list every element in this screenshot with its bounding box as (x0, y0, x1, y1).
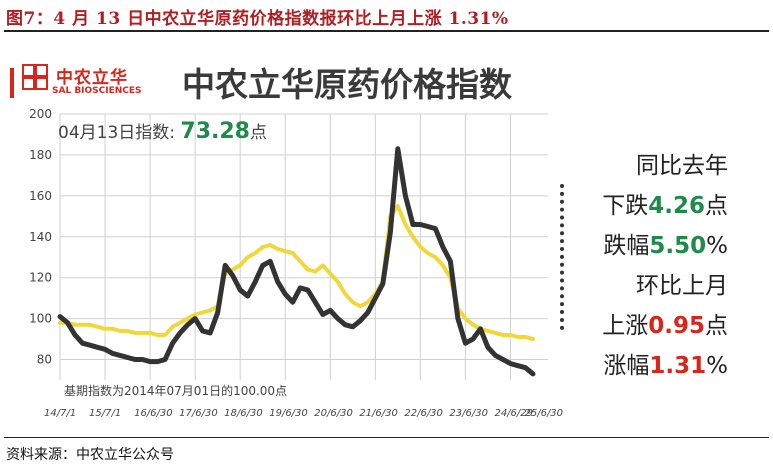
series-line-yellow (58, 204, 535, 342)
mom-pct-value: 1.31 (649, 353, 707, 379)
y-tick-label: 180 (29, 148, 52, 162)
current-index-unit: 点 (250, 123, 267, 143)
yoy-change-unit: 点 (705, 193, 728, 219)
logo-accent-bar (10, 68, 14, 98)
stats-divider (560, 184, 568, 330)
top-rule (4, 30, 769, 32)
yoy-change-prefix: 下跌 (602, 193, 649, 219)
yoy-pct-value: 5.50 (649, 233, 707, 259)
y-tick-label: 200 (29, 107, 52, 121)
x-tick-label: 20/6/30 (314, 408, 353, 419)
x-tick-label: 18/6/30 (224, 408, 263, 419)
y-tick-label: 120 (29, 271, 52, 285)
mom-change: 上涨0.95点 (568, 306, 728, 340)
x-tick-label: 23/6/30 (449, 408, 488, 419)
mom-pct-unit: % (706, 353, 728, 379)
current-index-label: 04月13日指数: (58, 123, 175, 143)
x-tick-label: 17/6/30 (179, 408, 218, 419)
y-tick-label: 80 (37, 353, 52, 367)
x-tick-label: 19/6/30 (269, 408, 308, 419)
base-index-note: 基期指数为2014年07月01日的100.00点 (64, 384, 288, 398)
x-tick-label: 25/6/30 (524, 408, 563, 419)
series-line-dark (57, 146, 536, 377)
y-tick-label: 140 (29, 230, 52, 244)
figure-title: 图7：4 月 13 日中农立华原药价格指数报环比上月上涨 1.31% (6, 9, 509, 29)
x-tick-label: 14/7/1 (44, 408, 76, 419)
y-tick-label: 100 (29, 312, 52, 326)
yoy-change-value: 4.26 (648, 193, 705, 219)
yoy-pct: 跌幅5.50% (568, 226, 728, 260)
mom-heading: 环比上月 (636, 273, 728, 299)
logo-cross-icon (22, 64, 48, 90)
yoy-pct-prefix: 跌幅 (603, 233, 650, 259)
mom-pct: 涨幅1.31% (568, 346, 728, 380)
logo-english-name: SAL BIOSCIENCES (52, 86, 142, 96)
mom-change-prefix: 上涨 (602, 313, 649, 339)
source-note: 资料来源：中农立华公众号 (6, 447, 174, 463)
mom-pct-prefix: 涨幅 (603, 353, 650, 379)
series-layer (57, 146, 536, 377)
x-tick-label: 16/6/30 (134, 408, 173, 419)
yoy-pct-unit: % (706, 233, 728, 259)
chart-title: 中农立华原药价格指数 (182, 65, 512, 104)
mom-change-value: 0.95 (648, 313, 705, 339)
x-tick-label: 22/6/30 (404, 408, 443, 419)
yoy-change: 下跌4.26点 (568, 186, 728, 220)
mom-change-unit: 点 (705, 313, 728, 339)
bottom-rule (4, 437, 769, 438)
y-tick-label: 160 (29, 189, 52, 203)
current-index-value: 73.28 (180, 119, 250, 144)
x-tick-label: 24/6/29 (494, 408, 533, 419)
yoy-heading: 同比去年 (636, 153, 728, 179)
axis-tick-labels: 80 100 120 140 160 180 200 14/7/1 15/7/1 16/6/30 1… (29, 107, 563, 419)
current-index-readout: 04月13日指数: 73.28点 (58, 118, 267, 144)
x-tick-label: 21/6/30 (359, 408, 398, 419)
logo-chinese-name: 中农立华 (56, 68, 128, 88)
x-tick-label: 15/7/1 (89, 408, 121, 419)
